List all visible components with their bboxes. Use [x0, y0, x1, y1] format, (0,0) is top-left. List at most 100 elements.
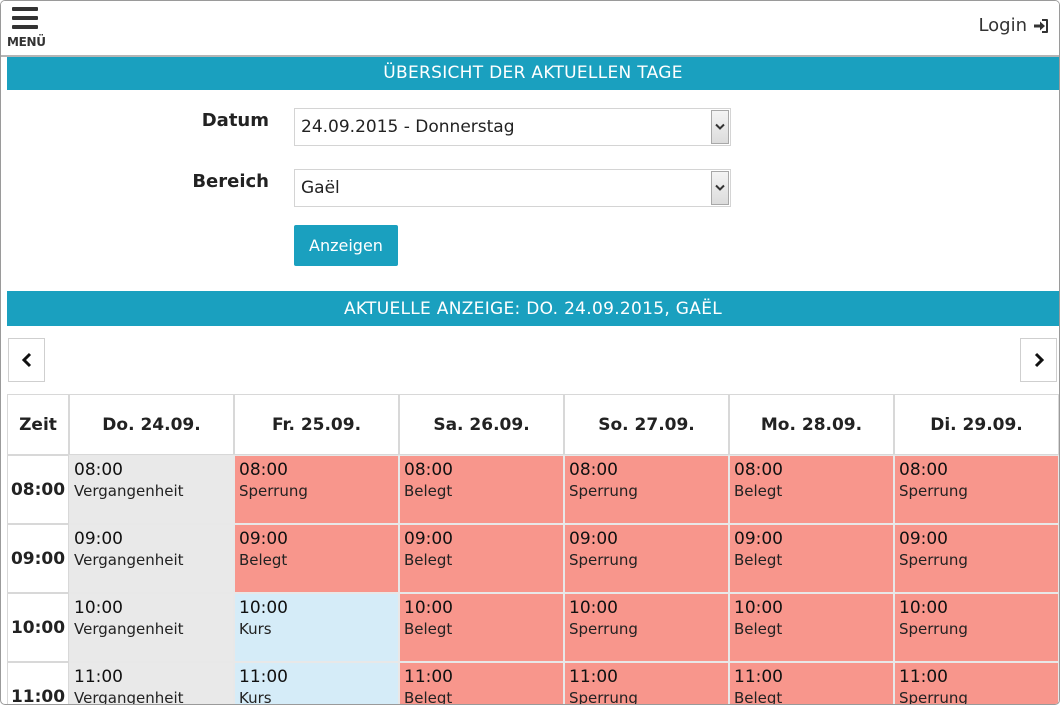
- time-slot: 11:00 Sperrung: [894, 662, 1059, 705]
- time-slot: 09:00 Sperrung: [894, 524, 1059, 593]
- slot-status: Vergangenheit: [74, 482, 184, 500]
- slot-time: 08:00: [734, 460, 783, 480]
- slot-time: 10:00: [899, 598, 948, 618]
- slot-time: 10:00: [569, 598, 618, 618]
- row-time-label: 08:00: [7, 455, 69, 524]
- slot-time: 11:00: [569, 667, 618, 687]
- slot-status: Sperrung: [239, 482, 308, 500]
- area-label: Bereich: [192, 171, 269, 192]
- chevron-right-icon: [1034, 352, 1044, 368]
- day-header: So. 27.09.: [564, 394, 729, 455]
- current-display-bar: AKTUELLE ANZEIGE: DO. 24.09.2015, GAËL: [7, 291, 1059, 326]
- row-time-label: 09:00: [7, 524, 69, 593]
- slot-time: 10:00: [404, 598, 453, 618]
- date-select-value: 24.09.2015 - Donnerstag: [301, 117, 515, 137]
- time-slot: 09:00 Belegt: [399, 524, 564, 593]
- row-time-label: 10:00: [7, 593, 69, 662]
- slot-status: Sperrung: [569, 620, 638, 638]
- time-slot: 10:00 Sperrung: [894, 593, 1059, 662]
- slot-status: Vergangenheit: [74, 620, 184, 638]
- time-slot: 08:00 Belegt: [729, 455, 894, 524]
- slot-status: Belegt: [734, 689, 783, 705]
- chevron-down-icon: [711, 110, 729, 144]
- top-bar: MENÜ Login: [1, 1, 1059, 57]
- sign-in-icon: [1034, 18, 1048, 33]
- day-header: Mo. 28.09.: [729, 394, 894, 455]
- time-slot: 11:00 Sperrung: [564, 662, 729, 704]
- slot-time: 09:00: [899, 529, 948, 549]
- chevron-down-icon: [711, 171, 729, 205]
- area-select-value: Gaël: [301, 178, 340, 198]
- time-slot[interactable]: 10:00 Kurs: [234, 593, 399, 662]
- slot-time: 11:00: [239, 667, 288, 687]
- time-slot: 08:00 Sperrung: [234, 455, 399, 524]
- time-slot: 10:00 Vergangenheit: [69, 593, 234, 662]
- menu-label: MENÜ: [7, 35, 46, 49]
- calendar-grid: Zeit Do. 24.09. Fr. 25.09. Sa. 26.09. So. 27…: [7, 394, 1059, 705]
- time-slot: 08:00 Belegt: [399, 455, 564, 524]
- hamburger-icon: [7, 7, 47, 29]
- time-slot: 09:00 Belegt: [234, 524, 399, 593]
- date-select[interactable]: 24.09.2015 - Donnerstag: [294, 108, 731, 146]
- slot-status: Vergangenheit: [74, 689, 184, 705]
- slot-status: Belegt: [404, 551, 453, 569]
- slot-time: 11:00: [734, 667, 783, 687]
- day-header: Fr. 25.09.: [234, 394, 399, 455]
- slot-status: Sperrung: [569, 551, 638, 569]
- slot-status: Sperrung: [899, 551, 968, 569]
- next-days-button[interactable]: [1020, 338, 1057, 382]
- day-header: Di. 29.09.: [894, 394, 1059, 455]
- slot-status: Belegt: [734, 482, 783, 500]
- slot-time: 09:00: [569, 529, 618, 549]
- slot-status: Sperrung: [899, 620, 968, 638]
- menu-button[interactable]: MENÜ: [7, 7, 47, 49]
- previous-days-button[interactable]: [8, 338, 45, 382]
- time-slot: 08:00 Sperrung: [894, 455, 1059, 524]
- slot-time: 09:00: [404, 529, 453, 549]
- login-link[interactable]: Login: [978, 15, 1049, 36]
- time-slot: 09:00 Vergangenheit: [69, 524, 234, 593]
- slot-status: Belegt: [734, 620, 783, 638]
- time-slot[interactable]: 11:00 Kurs: [234, 662, 399, 705]
- slot-time: 10:00: [74, 598, 123, 618]
- slot-status: Sperrung: [569, 482, 638, 500]
- date-label: Datum: [201, 110, 269, 131]
- day-header: Sa. 26.09.: [399, 394, 564, 455]
- chevron-left-icon: [21, 352, 31, 368]
- slot-status: Sperrung: [899, 482, 968, 500]
- time-slot: 09:00 Sperrung: [564, 524, 729, 593]
- slot-time: 11:00: [899, 667, 948, 687]
- slot-time: 10:00: [239, 598, 288, 618]
- slot-time: 11:00: [404, 667, 453, 687]
- slot-status: Belegt: [239, 551, 288, 569]
- slot-time: 08:00: [569, 460, 618, 480]
- slot-time: 09:00: [74, 529, 123, 549]
- time-column-header: Zeit: [7, 394, 69, 455]
- time-slot: 11:00 Belegt: [399, 662, 564, 705]
- time-slot: 11:00 Vergangenheit: [69, 662, 234, 705]
- slot-status: Belegt: [404, 620, 453, 638]
- time-slot: 08:00 Vergangenheit: [69, 455, 234, 524]
- slot-time: 08:00: [899, 460, 948, 480]
- slot-status: Belegt: [404, 689, 453, 705]
- slot-time: 08:00: [239, 460, 288, 480]
- time-slot: 10:00 Belegt: [399, 593, 564, 662]
- day-header: Do. 24.09.: [69, 394, 234, 455]
- time-slot: 11:00 Belegt: [729, 662, 894, 705]
- slot-status: Sperrung: [899, 689, 968, 705]
- slot-status: Belegt: [734, 551, 783, 569]
- area-select[interactable]: Gaël: [294, 169, 731, 207]
- time-slot: 10:00 Belegt: [729, 593, 894, 662]
- show-button[interactable]: Anzeigen: [294, 225, 398, 266]
- slot-time: 08:00: [404, 460, 453, 480]
- slot-status: Belegt: [404, 482, 453, 500]
- time-slot: 10:00 Sperrung: [564, 593, 729, 662]
- slot-time: 08:00: [74, 460, 123, 480]
- slot-time: 10:00: [734, 598, 783, 618]
- time-slot: 09:00 Belegt: [729, 524, 894, 593]
- login-label: Login: [978, 15, 1027, 36]
- slot-time: 09:00: [734, 529, 783, 549]
- overview-title-bar: ÜBERSICHT DER AKTUELLEN TAGE: [7, 57, 1059, 90]
- slot-status: Kurs: [239, 689, 272, 705]
